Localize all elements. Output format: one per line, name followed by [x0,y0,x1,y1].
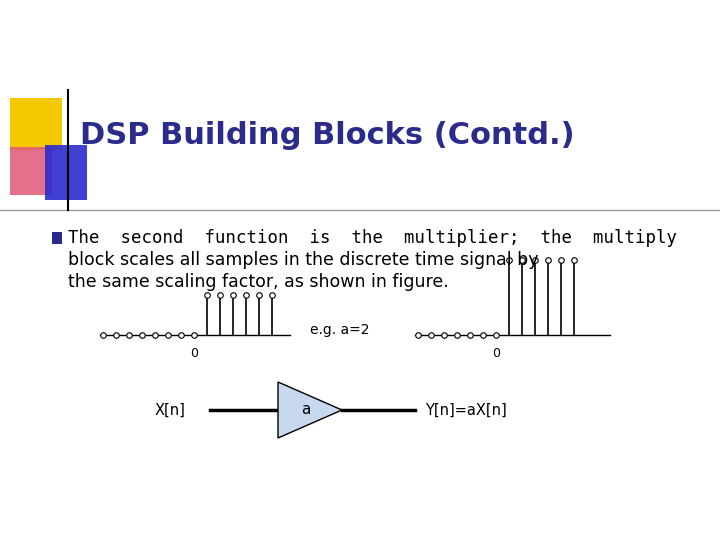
Text: block scales all samples in the discrete time signal by: block scales all samples in the discrete… [68,251,539,269]
Bar [10,98,62,150]
Text: DSP Building Blocks (Contd.): DSP Building Blocks (Contd.) [80,120,575,150]
Text: 0: 0 [190,347,198,360]
Bar [52,232,62,244]
Text: the same scaling factor, as shown in figure.: the same scaling factor, as shown in fig… [68,273,449,291]
Bar [10,147,52,195]
Text: Y[n]=aX[n]: Y[n]=aX[n] [425,402,507,417]
Polygon shape [278,382,342,438]
Text: X[n]: X[n] [154,402,185,417]
Text: a: a [301,402,311,417]
Text: 0: 0 [492,347,500,360]
Text: The  second  function  is  the  multiplier;  the  multiply: The second function is the multiplier; t… [68,229,677,247]
Bar [45,145,87,200]
Text: e.g. a=2: e.g. a=2 [310,323,370,337]
